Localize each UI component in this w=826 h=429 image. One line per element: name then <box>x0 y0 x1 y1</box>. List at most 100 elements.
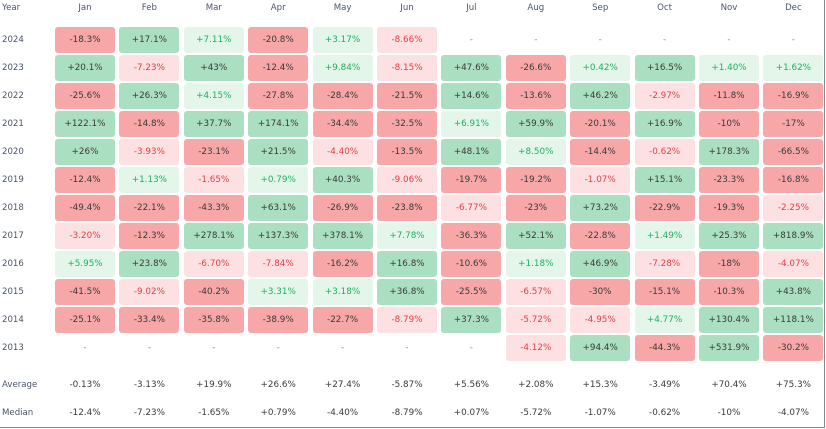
stat-label: Average <box>2 380 38 390</box>
return-cell-2016-feb: +23.8% <box>119 251 180 277</box>
return-cell-2018-may: -26.9% <box>312 195 373 221</box>
return-cell-2016-mar: -6.70% <box>183 251 244 277</box>
return-cell-2015-jan: -41.5% <box>55 279 115 305</box>
year-column-header: Year <box>2 3 21 13</box>
return-cell-2021-jul: +6.91% <box>441 111 502 137</box>
year-label: 2024 <box>2 35 24 45</box>
return-cell-2023-nov: +1.40% <box>699 55 759 81</box>
return-cell-2019-jul: -19.7% <box>441 167 502 193</box>
month-header-feb: Feb <box>141 3 157 13</box>
average-value-jul: +5.56% <box>453 380 490 390</box>
average-value-mar: +19.9% <box>196 380 232 390</box>
return-cell-2019-nov: -23.3% <box>699 167 759 193</box>
average-value-sep: +15.3% <box>582 380 618 390</box>
return-cell-2024-sep: - <box>598 35 602 45</box>
year-label: 2016 <box>2 259 24 269</box>
return-cell-2016-dec: -4.07% <box>763 251 824 277</box>
return-cell-2016-nov: -18% <box>699 251 759 277</box>
return-cell-2019-may: +40.3% <box>312 167 373 193</box>
median-value-may: -4.40% <box>327 408 359 418</box>
return-cell-2014-jul: +37.3% <box>441 307 502 333</box>
return-cell-2017-dec: +818.9% <box>763 223 824 249</box>
year-label: 2014 <box>2 315 24 325</box>
return-cell-2022-may: -28.4% <box>312 83 373 109</box>
return-cell-2020-apr: +21.5% <box>248 139 309 165</box>
return-cell-2023-apr: -12.4% <box>248 55 309 81</box>
return-cell-2016-jan: +5.95% <box>55 251 115 277</box>
stat-label: Median <box>2 408 34 418</box>
return-cell-2017-jan: -3.20% <box>55 223 115 249</box>
return-cell-2019-sep: -1.07% <box>570 167 631 193</box>
return-cell-2023-jun: -8.15% <box>377 55 437 81</box>
median-value-feb: -7.23% <box>133 408 165 418</box>
return-cell-2018-nov: -19.3% <box>699 195 759 221</box>
return-cell-2024-may: +3.17% <box>312 27 373 53</box>
return-cell-2017-jul: -36.3% <box>441 223 502 249</box>
return-cell-2016-apr: -7.84% <box>248 251 309 277</box>
return-cell-2014-jan: -25.1% <box>55 307 115 333</box>
return-cell-2016-may: -16.2% <box>312 251 373 277</box>
return-cell-2019-jan: -12.4% <box>55 167 115 193</box>
return-cell-2013-sep: +94.4% <box>570 335 631 361</box>
return-cell-2013-feb: - <box>147 343 151 353</box>
month-header-dec: Dec <box>785 3 802 13</box>
return-cell-2023-mar: +43% <box>183 55 244 81</box>
year-label: 2023 <box>2 63 24 73</box>
return-cell-2014-nov: +130.4% <box>699 307 759 333</box>
year-label: 2013 <box>2 343 24 353</box>
month-header-sep: Sep <box>592 3 609 13</box>
return-cell-2019-oct: +15.1% <box>634 167 695 193</box>
return-cell-2024-jan: -18.3% <box>55 27 115 53</box>
median-value-jul: +0.07% <box>453 408 490 418</box>
return-cell-2021-mar: +37.7% <box>183 111 244 137</box>
year-row-2016: 2016 +5.95% +23.8% -6.70% -7.84% -16.2% +16.8%… <box>0 251 826 277</box>
return-cell-2016-jul: -10.6% <box>441 251 502 277</box>
return-cell-2015-jul: -25.5% <box>441 279 502 305</box>
return-cell-2013-dec: -30.2% <box>763 335 824 361</box>
return-cell-2016-aug: +1.18% <box>505 251 566 277</box>
return-cell-2017-jun: +7.78% <box>377 223 437 249</box>
return-cell-2022-oct: -2.97% <box>634 83 695 109</box>
return-cell-2018-apr: +63.1% <box>248 195 309 221</box>
return-cell-2018-aug: -23% <box>505 195 566 221</box>
median-value-aug: -5.72% <box>520 408 552 418</box>
return-cell-2024-aug: - <box>534 35 538 45</box>
average-value-oct: -3.49% <box>649 380 681 390</box>
return-cell-2015-sep: -30% <box>570 279 631 305</box>
return-cell-2021-apr: +174.1% <box>248 111 309 137</box>
year-row-2023: 2023 +20.1% -7.23% +43% -12.4% +9.84% -8.15% +4… <box>0 55 826 81</box>
year-row-2024: 2024 -18.3% +17.1% +7.11% -20.8% +3.17% -8.66%… <box>0 27 826 53</box>
return-cell-2013-aug: -4.12% <box>505 335 566 361</box>
return-cell-2019-feb: +1.13% <box>119 167 180 193</box>
header-row: Year Jan Feb Mar Apr May Jun Jul Aug Sep Oct Nov Dec <box>0 0 826 16</box>
return-cell-2018-sep: +73.2% <box>570 195 631 221</box>
return-cell-2017-may: +378.1% <box>312 223 373 249</box>
return-cell-2014-feb: -33.4% <box>119 307 180 333</box>
month-header-jul: Jul <box>466 3 477 13</box>
return-cell-2021-oct: +16.9% <box>634 111 695 137</box>
return-cell-2013-apr: - <box>276 343 280 353</box>
month-header-apr: Apr <box>270 3 286 13</box>
year-row-2019: 2019 -12.4% +1.13% -1.65% +0.79% +40.3% -9.06%… <box>0 167 826 193</box>
return-cell-2020-dec: -66.5% <box>763 139 824 165</box>
return-cell-2018-dec: -2.25% <box>763 195 824 221</box>
average-row: Average -0.13% -3.13% +19.9% +26.6% +27.4% -5.… <box>0 372 826 398</box>
return-cell-2016-oct: -7.28% <box>634 251 695 277</box>
return-cell-2020-jan: +26% <box>55 139 115 165</box>
return-cell-2024-oct: - <box>663 35 667 45</box>
return-cell-2017-sep: -22.8% <box>570 223 631 249</box>
month-header-nov: Nov <box>720 3 738 13</box>
return-cell-2015-oct: -15.1% <box>634 279 695 305</box>
median-value-jan: -12.4% <box>69 408 101 418</box>
year-label: 2022 <box>2 91 24 101</box>
return-cell-2017-oct: +1.49% <box>634 223 695 249</box>
return-cell-2024-nov: - <box>727 35 731 45</box>
return-cell-2022-jul: +14.6% <box>441 83 502 109</box>
return-cell-2021-aug: +59.9% <box>505 111 566 137</box>
average-value-jan: -0.13% <box>69 380 101 390</box>
return-cell-2015-feb: -9.02% <box>119 279 180 305</box>
return-cell-2015-aug: -6.57% <box>505 279 566 305</box>
return-cell-2015-may: +3.18% <box>312 279 373 305</box>
year-row-2021: 2021 +122.1% -14.8% +37.7% +174.1% -34.4% -32.… <box>0 111 826 137</box>
return-cell-2016-jun: +16.8% <box>377 251 437 277</box>
